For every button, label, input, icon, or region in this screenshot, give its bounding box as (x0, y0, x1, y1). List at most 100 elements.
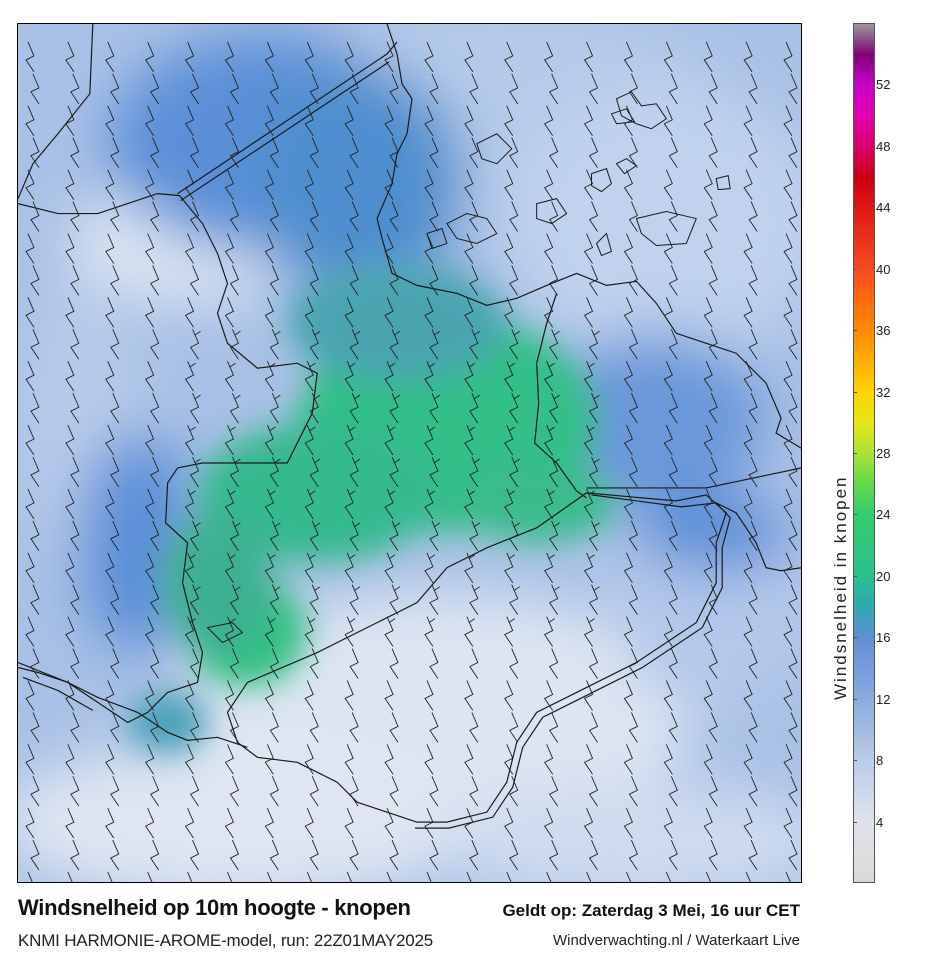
wind-barb (184, 744, 195, 775)
wind-barb (349, 201, 359, 232)
wind-barb (509, 648, 519, 679)
model-run-subtitle: KNMI HARMONIE-AROME-model, run: 22Z01MAY… (18, 931, 434, 950)
wind-barb (65, 807, 75, 839)
wind-barb (70, 329, 80, 360)
wind-barb (105, 297, 115, 328)
wind-barb (626, 871, 632, 882)
wind-barb (269, 648, 279, 679)
wind-barb (110, 265, 120, 296)
wind-barb (30, 584, 40, 615)
wind-barb (105, 233, 115, 264)
wind-barb (110, 392, 120, 424)
wind-barb (548, 584, 560, 615)
wind-barb (105, 169, 115, 200)
wind-barb (548, 456, 560, 488)
wind-barb (189, 73, 200, 105)
wind-barb (105, 488, 115, 520)
wind-barb (105, 552, 115, 583)
wind-barb (464, 105, 474, 136)
wind-barb (309, 201, 319, 232)
wind-barb (189, 329, 201, 360)
wind-barb (504, 41, 514, 73)
wind-barb (304, 488, 316, 520)
wind-barb (668, 201, 678, 232)
wind-barb (466, 871, 472, 882)
wind-barb (583, 616, 595, 647)
wind-barb (469, 201, 479, 232)
wind-barb (703, 105, 713, 136)
wind-barb (344, 361, 356, 392)
wind-barb (384, 680, 394, 711)
wind-barb (349, 456, 361, 488)
wind-barb (548, 201, 559, 232)
wind-barb (504, 105, 514, 136)
wind-barb (264, 488, 276, 520)
wind-barb (184, 105, 195, 136)
wind-barb (189, 839, 200, 871)
wind-barb (623, 297, 634, 328)
wind-barb (145, 105, 155, 136)
wind-barb (70, 73, 80, 105)
wind-barb (424, 169, 434, 200)
wind-barb (788, 776, 798, 807)
wind-barb (189, 137, 200, 168)
wind-barb (269, 392, 281, 424)
wind-barb (743, 169, 753, 200)
wind-barb (509, 520, 520, 552)
wind-barb (548, 137, 559, 168)
wind-barb (783, 616, 793, 647)
wind-barb (309, 137, 319, 168)
wind-barb (184, 41, 195, 73)
wind-barb (705, 871, 712, 882)
wind-barb (469, 392, 481, 424)
wind-barb (110, 776, 120, 807)
wind-barb (429, 392, 441, 424)
wind-barb (543, 616, 555, 647)
wind-barb (543, 169, 554, 200)
wind-barb (344, 552, 356, 583)
wind-barb (743, 41, 753, 73)
wind-barb (145, 552, 155, 583)
wind-barb (229, 584, 241, 615)
wind-barb (30, 456, 40, 488)
wind-barb (349, 137, 359, 168)
wind-barb (509, 329, 520, 360)
wind-barb (65, 680, 75, 711)
wind-barb (184, 680, 195, 711)
wind-map[interactable] (17, 23, 802, 883)
wind-barb (429, 712, 439, 743)
wind-barb (543, 105, 554, 136)
wind-barb (344, 744, 354, 775)
wind-barb (788, 648, 798, 679)
wind-barb (543, 552, 555, 583)
wind-barb (504, 744, 514, 775)
wind-barb (110, 648, 120, 679)
wind-barb (229, 839, 240, 871)
wind-barb (668, 520, 678, 552)
wind-barb (224, 680, 235, 711)
wind-barb (588, 137, 599, 168)
wind-barb (346, 871, 352, 882)
wind-barb (229, 137, 240, 168)
wind-barb (623, 807, 634, 839)
wind-barb (424, 297, 434, 328)
wind-barb (628, 520, 638, 552)
wind-barb (588, 648, 599, 679)
wind-barb (748, 392, 758, 424)
color-scale-tick-mark (853, 453, 857, 454)
wind-barb (583, 807, 594, 839)
wind-barb (788, 392, 798, 424)
wind-barb (509, 73, 519, 105)
wind-barb (389, 839, 399, 871)
color-scale-tick-label: 4 (876, 814, 884, 830)
color-scale-tick-mark (853, 514, 857, 516)
wind-barb (349, 584, 361, 615)
wind-barb (424, 361, 436, 392)
wind-barb (588, 73, 599, 105)
wind-barb (25, 41, 35, 73)
wind-barb (748, 329, 758, 360)
wind-barb (65, 169, 75, 200)
wind-barb (70, 392, 80, 424)
wind-barb (623, 169, 634, 200)
wind-barb (309, 584, 321, 615)
